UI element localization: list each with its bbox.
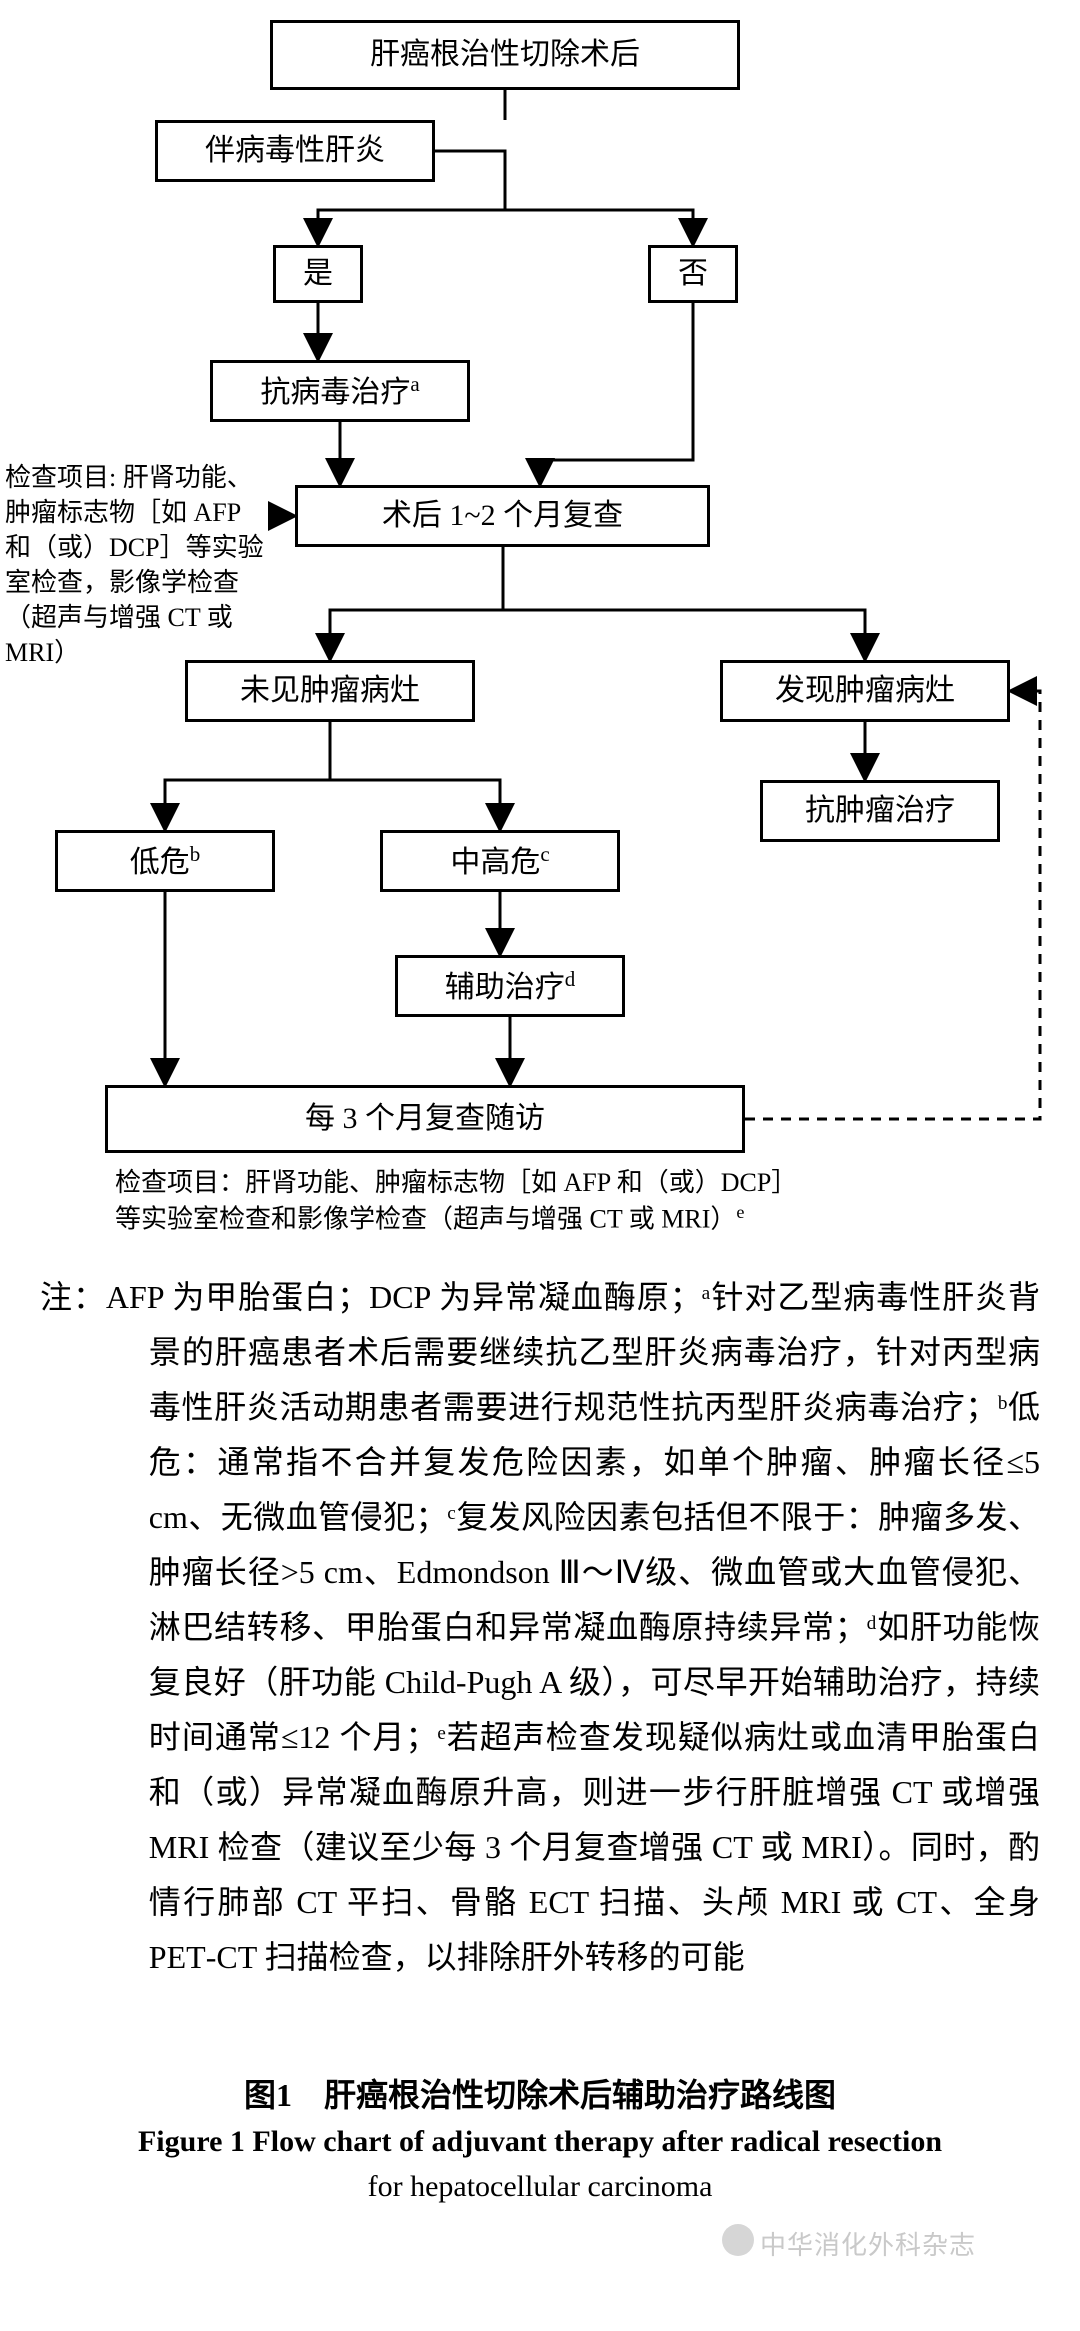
diagram-stage: 肝癌根治性切除术后 伴病毒性肝炎 是 否 抗病毒治疗a 术后 1~2 个月复查 …	[0, 0, 1080, 2331]
node-review-3mo: 每 3 个月复查随访	[105, 1085, 745, 1153]
node-label: 未见肿瘤病灶	[240, 672, 420, 710]
node-label: 肝癌根治性切除术后	[370, 36, 640, 74]
node-label: 抗肿瘤治疗	[805, 792, 955, 830]
node-antitumor: 抗肿瘤治疗	[760, 780, 1000, 842]
footnotes: 注：AFP 为甲胎蛋白；DCP 为异常凝血酶原；ᵃ针对乙型病毒性肝炎背景的肝癌患…	[40, 1270, 1040, 1985]
caption-en-line1: Figure 1 Flow chart of adjuvant therapy …	[0, 2125, 1080, 2159]
node-label: 是	[303, 255, 333, 293]
node-yes: 是	[273, 245, 363, 303]
node-label: 术后 1~2 个月复查	[382, 497, 623, 535]
node-low-risk: 低危b	[55, 830, 275, 892]
node-review-1-2mo: 术后 1~2 个月复查	[295, 485, 710, 547]
node-label: 每 3 个月复查随访	[305, 1100, 545, 1138]
node-label: 低危b	[130, 841, 201, 882]
caption-en-line2: for hepatocellular carcinoma	[0, 2170, 1080, 2204]
node-viral-hepatitis: 伴病毒性肝炎	[155, 120, 435, 182]
node-label: 抗病毒治疗a	[260, 371, 419, 412]
wechat-icon	[720, 2222, 756, 2258]
node-label: 伴病毒性肝炎	[205, 132, 385, 170]
side-annotation-checks: 检查项目: 肝肾功能、 肿瘤标志物［如 AFP 和（或）DCP］等实验 室检查，…	[5, 460, 285, 671]
node-mid-high-risk: 中高危c	[380, 830, 620, 892]
node-label: 辅助治疗d	[445, 966, 576, 1007]
node-antiviral: 抗病毒治疗a	[210, 360, 470, 422]
node-adjuvant: 辅助治疗d	[395, 955, 625, 1017]
watermark-text: 中华消化外科杂志	[760, 2225, 976, 2262]
node-label: 中高危c	[450, 841, 549, 882]
node-no: 否	[648, 245, 738, 303]
caption-cn: 图1 肝癌根治性切除术后辅助治疗路线图	[0, 2070, 1080, 2116]
under-annotation-checks: 检查项目：肝肾功能、肿瘤标志物［如 AFP 和（或）DCP］等实验室检查和影像学…	[115, 1165, 875, 1237]
node-label: 否	[678, 255, 708, 293]
node-label: 发现肿瘤病灶	[775, 672, 955, 710]
node-root: 肝癌根治性切除术后	[270, 20, 740, 90]
node-tumor-found: 发现肿瘤病灶	[720, 660, 1010, 722]
